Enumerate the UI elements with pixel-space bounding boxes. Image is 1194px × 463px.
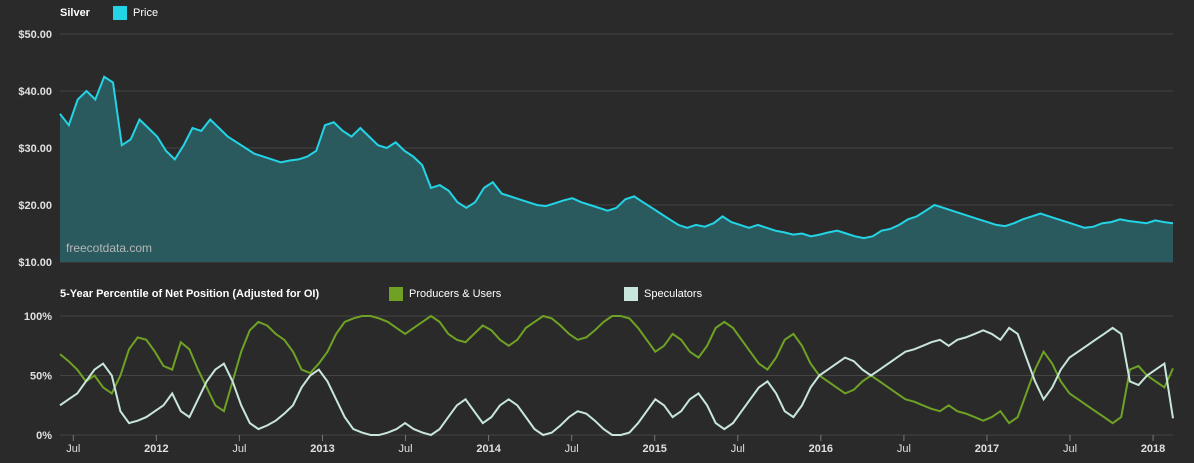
price-chart-title: Silver bbox=[60, 7, 90, 19]
x-tick-label: Jul bbox=[232, 443, 246, 455]
price-y-tick-label: $20.00 bbox=[18, 200, 52, 212]
x-tick-label: Jul bbox=[1063, 443, 1077, 455]
x-axis: Jul 2012 Jul 2013 Jul 2014 Jul 2015 Jul 2016 Jul 20… bbox=[66, 435, 1165, 455]
x-tick-label: Jul bbox=[565, 443, 579, 455]
price-area bbox=[60, 76, 1173, 262]
x-tick-label: 2013 bbox=[310, 443, 334, 455]
x-tick-label: Jul bbox=[66, 443, 80, 455]
percentile-y-tick-label: 100% bbox=[24, 311, 52, 323]
legend-producers-swatch bbox=[389, 287, 403, 301]
x-tick-label: Jul bbox=[398, 443, 412, 455]
x-tick-label: 2016 bbox=[809, 443, 833, 455]
price-y-tick-label: $50.00 bbox=[18, 29, 52, 41]
legend-price-swatch bbox=[113, 6, 127, 20]
x-tick-label: Jul bbox=[731, 443, 745, 455]
speculators-line bbox=[59, 326, 1174, 437]
price-y-tick-label: $40.00 bbox=[18, 86, 52, 98]
x-tick-label: 2018 bbox=[1141, 443, 1165, 455]
percentile-y-tick-label: 0% bbox=[36, 430, 52, 442]
legend-speculators-label: Speculators bbox=[644, 288, 703, 300]
legend-producers-label: Producers & Users bbox=[409, 288, 502, 300]
price-y-tick-label: $10.00 bbox=[18, 257, 52, 269]
x-tick-label: 2015 bbox=[642, 443, 666, 455]
price-y-tick-label: $30.00 bbox=[18, 143, 52, 155]
percentile-grid bbox=[60, 315, 1173, 436]
legend-price[interactable]: Price bbox=[113, 6, 158, 20]
legend-price-label: Price bbox=[133, 7, 159, 19]
price-y-axis: $10.00 $20.00 $30.00 $40.00 $50.00 bbox=[18, 29, 52, 269]
legend-speculators[interactable]: Speculators bbox=[624, 287, 702, 301]
percentile-chart-title: 5-Year Percentile of Net Position (Adjus… bbox=[60, 288, 320, 300]
watermark: freecotdata.com bbox=[66, 241, 152, 255]
price-line bbox=[59, 75, 1174, 240]
x-tick-label: 2014 bbox=[476, 443, 501, 455]
x-tick-label: 2012 bbox=[144, 443, 168, 455]
legend-producers[interactable]: Producers & Users bbox=[389, 287, 501, 301]
x-tick-label: 2017 bbox=[975, 443, 999, 455]
percentile-y-tick-label: 50% bbox=[30, 371, 52, 383]
producers-line bbox=[59, 314, 1174, 425]
x-tick-label: Jul bbox=[897, 443, 911, 455]
legend-speculators-swatch bbox=[624, 287, 638, 301]
percentile-y-axis: 0% 50% 100% bbox=[24, 311, 52, 442]
